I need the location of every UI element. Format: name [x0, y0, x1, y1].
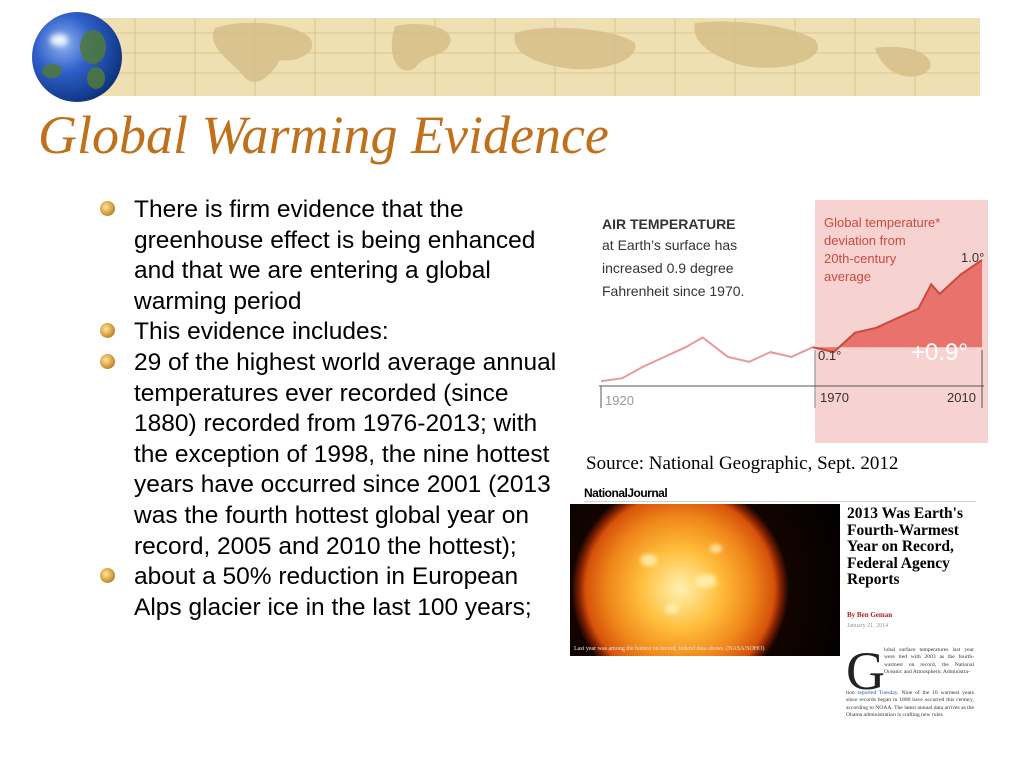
world-map-banner [95, 18, 980, 96]
chart-series-area [812, 260, 982, 353]
sun-photo: Last year was among the hottest on recor… [570, 504, 840, 656]
globe-icon [32, 12, 122, 102]
bullet-item: This evidence includes: [100, 317, 560, 348]
publication-logo: NationalJournal [584, 486, 668, 500]
article-body-rest: Nine of the 10 warmest years since recor… [846, 690, 974, 718]
article-link[interactable]: reported Tuesday. [857, 690, 899, 696]
article-body-prefix: tion [846, 690, 855, 696]
chart-series-line-pre-1970 [600, 336, 814, 383]
bullet-item: There is firm evidence that the greenhou… [100, 195, 560, 317]
chart-subtitle: at Earth’s surface has increased 0.9 deg… [602, 237, 744, 299]
bullet-text: about a 50% reduction in European Alps g… [134, 563, 532, 621]
article-body-continued: tion reported Tuesday. Nine of the 10 wa… [846, 690, 974, 719]
chart-label-increase: +0.9° [911, 339, 968, 366]
chart-series-line-post-1970 [812, 259, 983, 354]
publication-divider [584, 501, 976, 502]
map-grid-graphic [95, 18, 980, 96]
slide-title: Global Warming Evidence [38, 105, 609, 165]
bullet-dot-icon [100, 201, 115, 216]
article-byline: By Ben Geman [847, 611, 893, 619]
bullet-text: 29 of the highest world average annual t… [134, 348, 557, 560]
article-headline: 2013 Was Earth's Fourth-Warmest Year on … [847, 505, 963, 588]
chart-xtick-2010: 2010 [947, 390, 976, 405]
bullet-text: This evidence includes: [134, 318, 389, 346]
article-date: January 21, 2014 [847, 623, 889, 629]
chart-svg: AIR TEMPERATURE at Earth’s surface has i… [599, 200, 988, 443]
bullet-list: There is firm evidence that the greenhou… [100, 195, 560, 623]
article-drop-cap: G [846, 641, 885, 701]
chart-label-start: 0.1° [818, 348, 841, 363]
bullet-item: 29 of the highest world average annual t… [100, 348, 560, 562]
chart-xtick-1920: 1920 [605, 393, 634, 408]
bullet-dot-icon [100, 568, 115, 584]
photo-caption: Last year was among the hottest on recor… [574, 646, 765, 652]
chart-label-end: 1.0° [961, 250, 984, 265]
bullet-text: There is firm evidence that the greenhou… [134, 196, 536, 315]
article-body-first: lobal surface temperatures last year wer… [884, 647, 974, 675]
bullet-item: about a 50% reduction in European Alps g… [100, 562, 560, 623]
chart-title: AIR TEMPERATURE [602, 216, 736, 232]
chart-xtick-1970: 1970 [820, 390, 849, 405]
bullet-dot-icon [100, 353, 115, 369]
bullet-dot-icon [100, 323, 115, 339]
chart-inset-label: Global temperature* deviation from 20th-… [824, 215, 944, 284]
source-caption: Source: National Geographic, Sept. 2012 [586, 453, 899, 474]
temperature-chart: AIR TEMPERATURE at Earth’s surface has i… [584, 200, 988, 443]
